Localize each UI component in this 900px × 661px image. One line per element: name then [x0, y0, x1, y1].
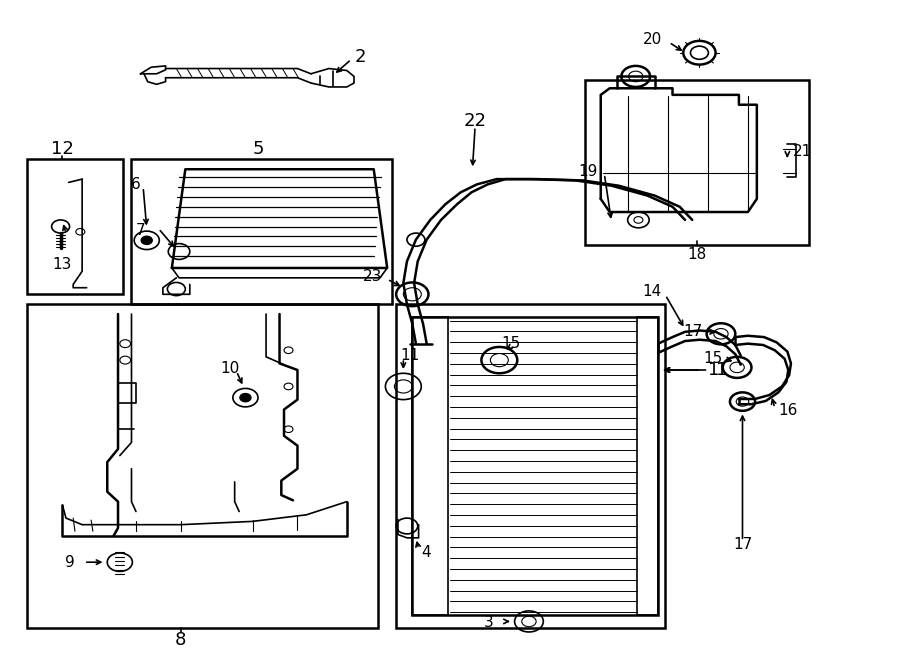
Text: 14: 14: [643, 284, 662, 299]
Text: 15: 15: [501, 336, 520, 351]
Text: 15: 15: [704, 350, 723, 366]
Text: 4: 4: [421, 545, 431, 560]
Circle shape: [141, 237, 152, 245]
Text: 8: 8: [176, 631, 186, 649]
Text: 21: 21: [793, 144, 812, 159]
Text: 1: 1: [708, 361, 720, 379]
Text: 10: 10: [220, 361, 239, 376]
Text: 3: 3: [483, 615, 493, 630]
Text: 7: 7: [135, 223, 145, 238]
Text: 22: 22: [464, 112, 487, 130]
Text: 11: 11: [400, 348, 419, 363]
Circle shape: [240, 394, 251, 402]
Text: 17: 17: [733, 537, 752, 552]
Text: 23: 23: [364, 269, 382, 284]
Text: 12: 12: [51, 141, 74, 159]
Text: 13: 13: [53, 257, 72, 272]
Text: 18: 18: [687, 247, 707, 262]
Text: 19: 19: [579, 164, 598, 178]
Text: 1: 1: [716, 361, 727, 379]
Text: 6: 6: [130, 177, 140, 192]
Text: 17: 17: [684, 325, 703, 339]
Text: 5: 5: [252, 141, 264, 159]
Text: 20: 20: [643, 32, 662, 47]
Text: 2: 2: [355, 48, 366, 65]
Text: 9: 9: [65, 555, 75, 570]
Text: 16: 16: [778, 403, 797, 418]
